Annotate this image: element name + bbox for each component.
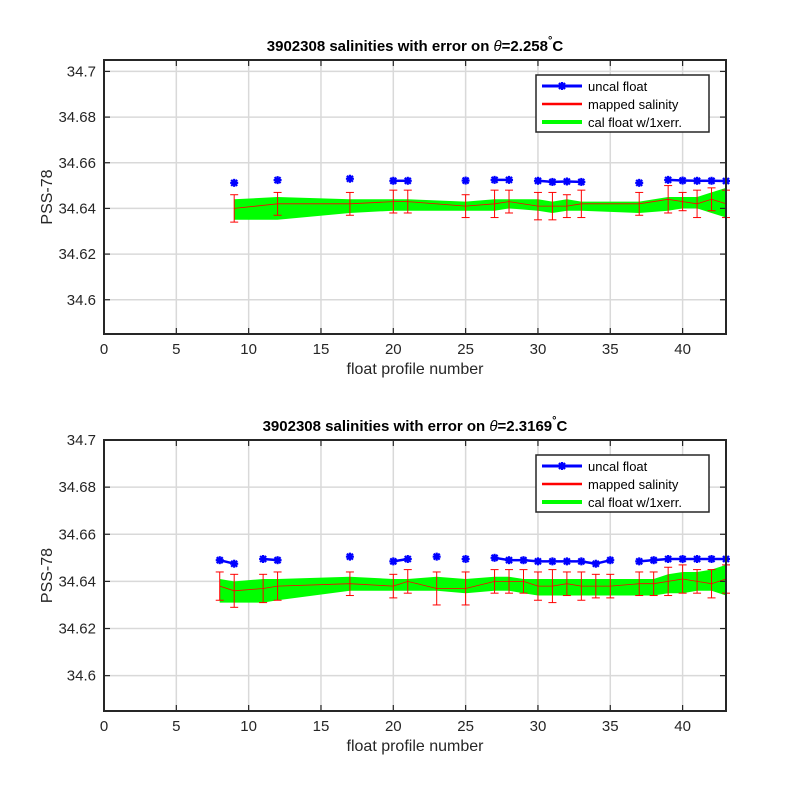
x-tick-label: 40 xyxy=(674,341,691,358)
y-tick-label: 34.66 xyxy=(58,526,96,543)
uncal-float-point xyxy=(563,177,571,185)
y-tick-label: 34.66 xyxy=(58,155,96,172)
x-tick-label: 15 xyxy=(313,718,330,735)
legend-label: mapped salinity xyxy=(588,97,679,112)
y-axis-label: PSS-78 xyxy=(39,169,56,224)
y-tick-label: 34.62 xyxy=(58,246,96,263)
uncal-float-point xyxy=(679,177,687,185)
uncal-float-point xyxy=(259,555,267,563)
uncal-float-point xyxy=(505,556,513,564)
title-unit: C xyxy=(557,418,568,435)
uncal-float-point xyxy=(519,556,527,564)
y-axis-label: PSS-78 xyxy=(39,548,56,603)
legend-label: cal float w/1xerr. xyxy=(588,495,682,510)
x-tick-label: 35 xyxy=(602,341,619,358)
chart-panel-2: 0 5 10 15 20 25 30 35 40 34.6 34.62 34.64 34.66 34.68… xyxy=(39,415,730,755)
x-tick-label: 5 xyxy=(172,341,180,358)
uncal-float-point xyxy=(548,557,556,565)
title-value: =2.258 xyxy=(502,38,548,55)
legend-label: mapped salinity xyxy=(588,477,679,492)
uncal-float-point xyxy=(708,177,716,185)
legend-label: uncal float xyxy=(588,459,648,474)
uncal-float-point xyxy=(274,176,282,184)
x-tick-label: 5 xyxy=(172,718,180,735)
uncal-float-point xyxy=(389,557,397,565)
title-text: 3902308 salinities with error on xyxy=(263,418,490,435)
x-tick-label: 0 xyxy=(100,718,108,735)
x-tick-label: 10 xyxy=(240,341,257,358)
y-tick-label: 34.64 xyxy=(58,200,96,217)
uncal-float-point xyxy=(635,179,643,187)
uncal-float-point xyxy=(693,177,701,185)
uncal-float-point xyxy=(679,555,687,563)
y-tick-label: 34.7 xyxy=(67,63,96,80)
x-tick-label: 15 xyxy=(313,341,330,358)
uncal-float-point xyxy=(404,555,412,563)
uncal-float-point xyxy=(664,555,672,563)
y-tick-label: 34.7 xyxy=(67,432,96,449)
title-theta: θ xyxy=(494,38,502,55)
title-theta: θ xyxy=(489,418,497,435)
x-tick-label: 25 xyxy=(457,718,474,735)
x-tick-label: 20 xyxy=(385,341,402,358)
x-tick-label: 10 xyxy=(240,718,257,735)
title-unit: C xyxy=(552,38,563,55)
uncal-float-point xyxy=(592,560,600,568)
legend: uncal float mapped salinity cal float w/1x… xyxy=(536,75,709,132)
y-tick-label: 34.68 xyxy=(58,109,96,126)
uncal-float-point xyxy=(548,178,556,186)
uncal-float-point xyxy=(606,556,614,564)
x-tick-label: 35 xyxy=(602,718,619,735)
y-tick-label: 34.6 xyxy=(67,668,96,685)
uncal-float-point xyxy=(534,177,542,185)
uncal-float-point xyxy=(433,553,441,561)
x-tick-label: 0 xyxy=(100,341,108,358)
uncal-float-point xyxy=(230,560,238,568)
chart-title: 3902308 salinities with error on θ=2.258… xyxy=(267,35,564,55)
uncal-float-point xyxy=(491,176,499,184)
uncal-float-point xyxy=(462,177,470,185)
uncal-float-point xyxy=(534,557,542,565)
title-text: 3902308 salinities with error on xyxy=(267,38,494,55)
uncal-float-point xyxy=(346,175,354,183)
uncal-float-point xyxy=(650,556,658,564)
uncal-float-point xyxy=(462,555,470,563)
uncal-float-point xyxy=(230,179,238,187)
legend-label: uncal float xyxy=(588,79,648,94)
uncal-float-point xyxy=(693,555,701,563)
uncal-float-point xyxy=(505,176,513,184)
title-value: =2.3169 xyxy=(498,418,553,435)
uncal-float-point xyxy=(708,555,716,563)
uncal-float-point xyxy=(664,176,672,184)
uncal-float-point xyxy=(491,554,499,562)
uncal-float-point xyxy=(389,177,397,185)
legend-label: cal float w/1xerr. xyxy=(588,115,682,130)
y-tick-label: 34.62 xyxy=(58,621,96,638)
uncal-float-point xyxy=(635,557,643,565)
y-tick-label: 34.6 xyxy=(67,292,96,309)
uncal-float-point xyxy=(216,556,224,564)
x-tick-label: 30 xyxy=(530,718,547,735)
uncal-float-point xyxy=(577,178,585,186)
x-axis-label: float profile number xyxy=(347,361,485,378)
x-axis-label: float profile number xyxy=(347,738,485,755)
y-tick-label: 34.64 xyxy=(58,573,96,590)
y-tick-label: 34.68 xyxy=(58,479,96,496)
x-tick-label: 40 xyxy=(674,718,691,735)
uncal-float-point xyxy=(404,177,412,185)
x-tick-label: 25 xyxy=(457,341,474,358)
x-tick-label: 20 xyxy=(385,718,402,735)
uncal-float-point xyxy=(346,553,354,561)
x-tick-label: 30 xyxy=(530,341,547,358)
legend: uncal float mapped salinity cal float w/1x… xyxy=(536,455,709,512)
chart-panel-1: 0 5 10 15 20 25 30 35 40 34.6 34.62 34.64 34.66 34.68… xyxy=(39,35,730,378)
uncal-float-point xyxy=(563,557,571,565)
uncal-float-point xyxy=(274,556,282,564)
uncal-float-point xyxy=(577,557,585,565)
chart-title: 3902308 salinities with error on θ=2.316… xyxy=(263,415,568,435)
